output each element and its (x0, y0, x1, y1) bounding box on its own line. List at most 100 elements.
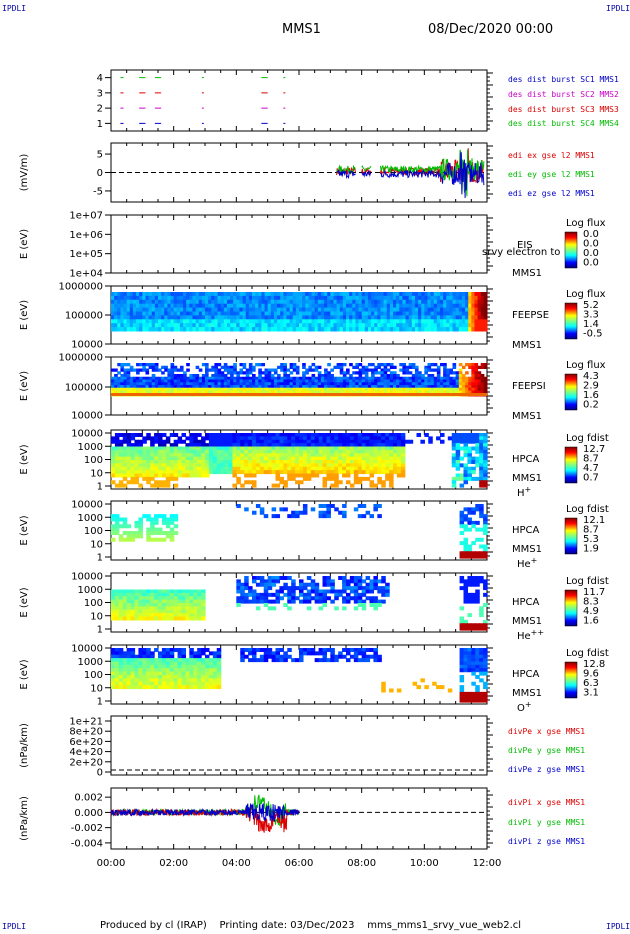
spectrogram-cell (365, 453, 371, 458)
spectrogram-cell (364, 382, 369, 386)
spectrogram-cell (217, 295, 222, 301)
spectrogram-cell (389, 433, 394, 437)
spectrogram-cell (433, 303, 438, 309)
spectrogram-cell (226, 295, 231, 301)
spectrogram-cell (255, 295, 259, 301)
spectrogram-cell (465, 292, 469, 297)
spectrogram-cell (267, 460, 273, 464)
header-date: 08/Dec/2020 00:00 (428, 22, 554, 37)
spectrogram-cell (291, 443, 296, 448)
spectrogram-cell (267, 592, 273, 597)
spectrogram-cell (334, 460, 339, 464)
spectrogram-cell (374, 311, 378, 316)
spectrogram-cell (386, 382, 391, 386)
spectrogram-cell (374, 385, 378, 389)
spectrogram-cell (427, 292, 432, 297)
spectrogram-cell (161, 463, 167, 468)
spectrogram-cell (361, 295, 366, 301)
spectrogram-cell (183, 385, 187, 389)
spectrogram-cell (283, 311, 287, 316)
spectrogram-cell (322, 439, 328, 444)
spectrogram-cell (277, 319, 281, 324)
spectrogram-cell (463, 547, 469, 552)
colorbar-tick-label: 8.7 (583, 525, 599, 536)
spectrogram-cell (436, 374, 441, 378)
spectrogram-cell (400, 470, 406, 475)
spectrogram-cell (185, 460, 190, 464)
spectrogram-cell (396, 449, 402, 454)
spectrogram-cell (458, 327, 463, 332)
spectrogram-cell (273, 323, 278, 328)
spectrogram-cell (130, 463, 136, 468)
spectrogram-cell (311, 295, 316, 301)
spectrogram-cell (295, 385, 300, 389)
spectrogram-cell (385, 586, 390, 591)
spectrogram-cell (283, 466, 288, 471)
spectrogram-cell (479, 626, 484, 631)
spectrogram-cell (291, 460, 296, 464)
y-tick-label: 10000 (71, 500, 103, 511)
spectrogram-cell (408, 299, 413, 305)
spectrogram-cell (134, 470, 140, 475)
spectrogram-cell (306, 433, 312, 437)
spectrogram-cell (122, 470, 128, 475)
spectrogram-cell (461, 390, 466, 394)
spectrogram-cell (173, 609, 179, 614)
spectrogram-cell (424, 323, 428, 328)
spectrogram-cell (461, 311, 466, 316)
spectrogram-cell (327, 295, 331, 301)
spectrogram-cell (220, 463, 226, 468)
spectrogram-cell (286, 299, 291, 305)
spectrogram-cell (310, 446, 316, 451)
spectrogram-cell (139, 385, 143, 389)
spectrogram-cell (220, 460, 226, 464)
colorbar-label: Log fdist (566, 504, 609, 515)
spectrogram-cell (142, 466, 147, 471)
y-tick-label: 100000 (65, 383, 103, 394)
spectrogram-cell (205, 385, 209, 389)
spectrogram-cell (211, 295, 215, 301)
spectrogram-cell (458, 371, 463, 375)
spectrogram-cell (336, 315, 341, 320)
spectrogram-cell (240, 456, 245, 461)
spectrogram-cell (130, 473, 136, 478)
spectrogram-cell (295, 460, 300, 464)
spectrogram-cell (126, 363, 131, 367)
spectrogram-cell (248, 433, 253, 437)
spectrogram-cell (259, 582, 265, 587)
spectrogram-cell (336, 387, 341, 391)
spectrogram-cell (393, 365, 397, 369)
spectrogram-cell (451, 446, 457, 451)
spectrogram-cell (377, 466, 382, 471)
spectrogram-cell (244, 436, 249, 441)
spectrogram-cell (371, 385, 375, 389)
spectrogram-cell (381, 433, 386, 437)
spectrogram-cell (186, 363, 190, 367)
spectrogram-cell (114, 466, 120, 471)
spectrogram-cell (223, 307, 228, 312)
spectrogram-cell (357, 449, 363, 454)
spectrogram-cell (483, 385, 488, 389)
spectrogram-cell (130, 616, 136, 621)
spectrogram-cell (443, 382, 447, 386)
spectrogram-cell (342, 385, 347, 389)
spectrogram-cell (310, 586, 316, 591)
spectrogram-cell (111, 596, 116, 601)
spectrogram-cell (279, 586, 284, 591)
spectrogram-cell (201, 436, 206, 441)
spectrogram-cell (365, 576, 371, 580)
spectrogram-cell (374, 379, 378, 383)
spectrogram-cell (217, 327, 222, 332)
spectrogram-cell (114, 327, 118, 332)
spectrogram-cell (342, 606, 347, 611)
spectrogram-cell (449, 368, 454, 372)
spectrogram-cell (255, 307, 259, 312)
spectrogram-cell (236, 456, 241, 461)
spectrogram-cell (267, 292, 272, 297)
spectrogram-cell (385, 443, 390, 448)
spectrogram-cell (361, 586, 367, 591)
spectrogram-cell (136, 368, 140, 372)
spectrogram-cell (346, 299, 350, 305)
spectrogram-cell (295, 446, 300, 451)
spectrogram-cell (320, 374, 325, 378)
